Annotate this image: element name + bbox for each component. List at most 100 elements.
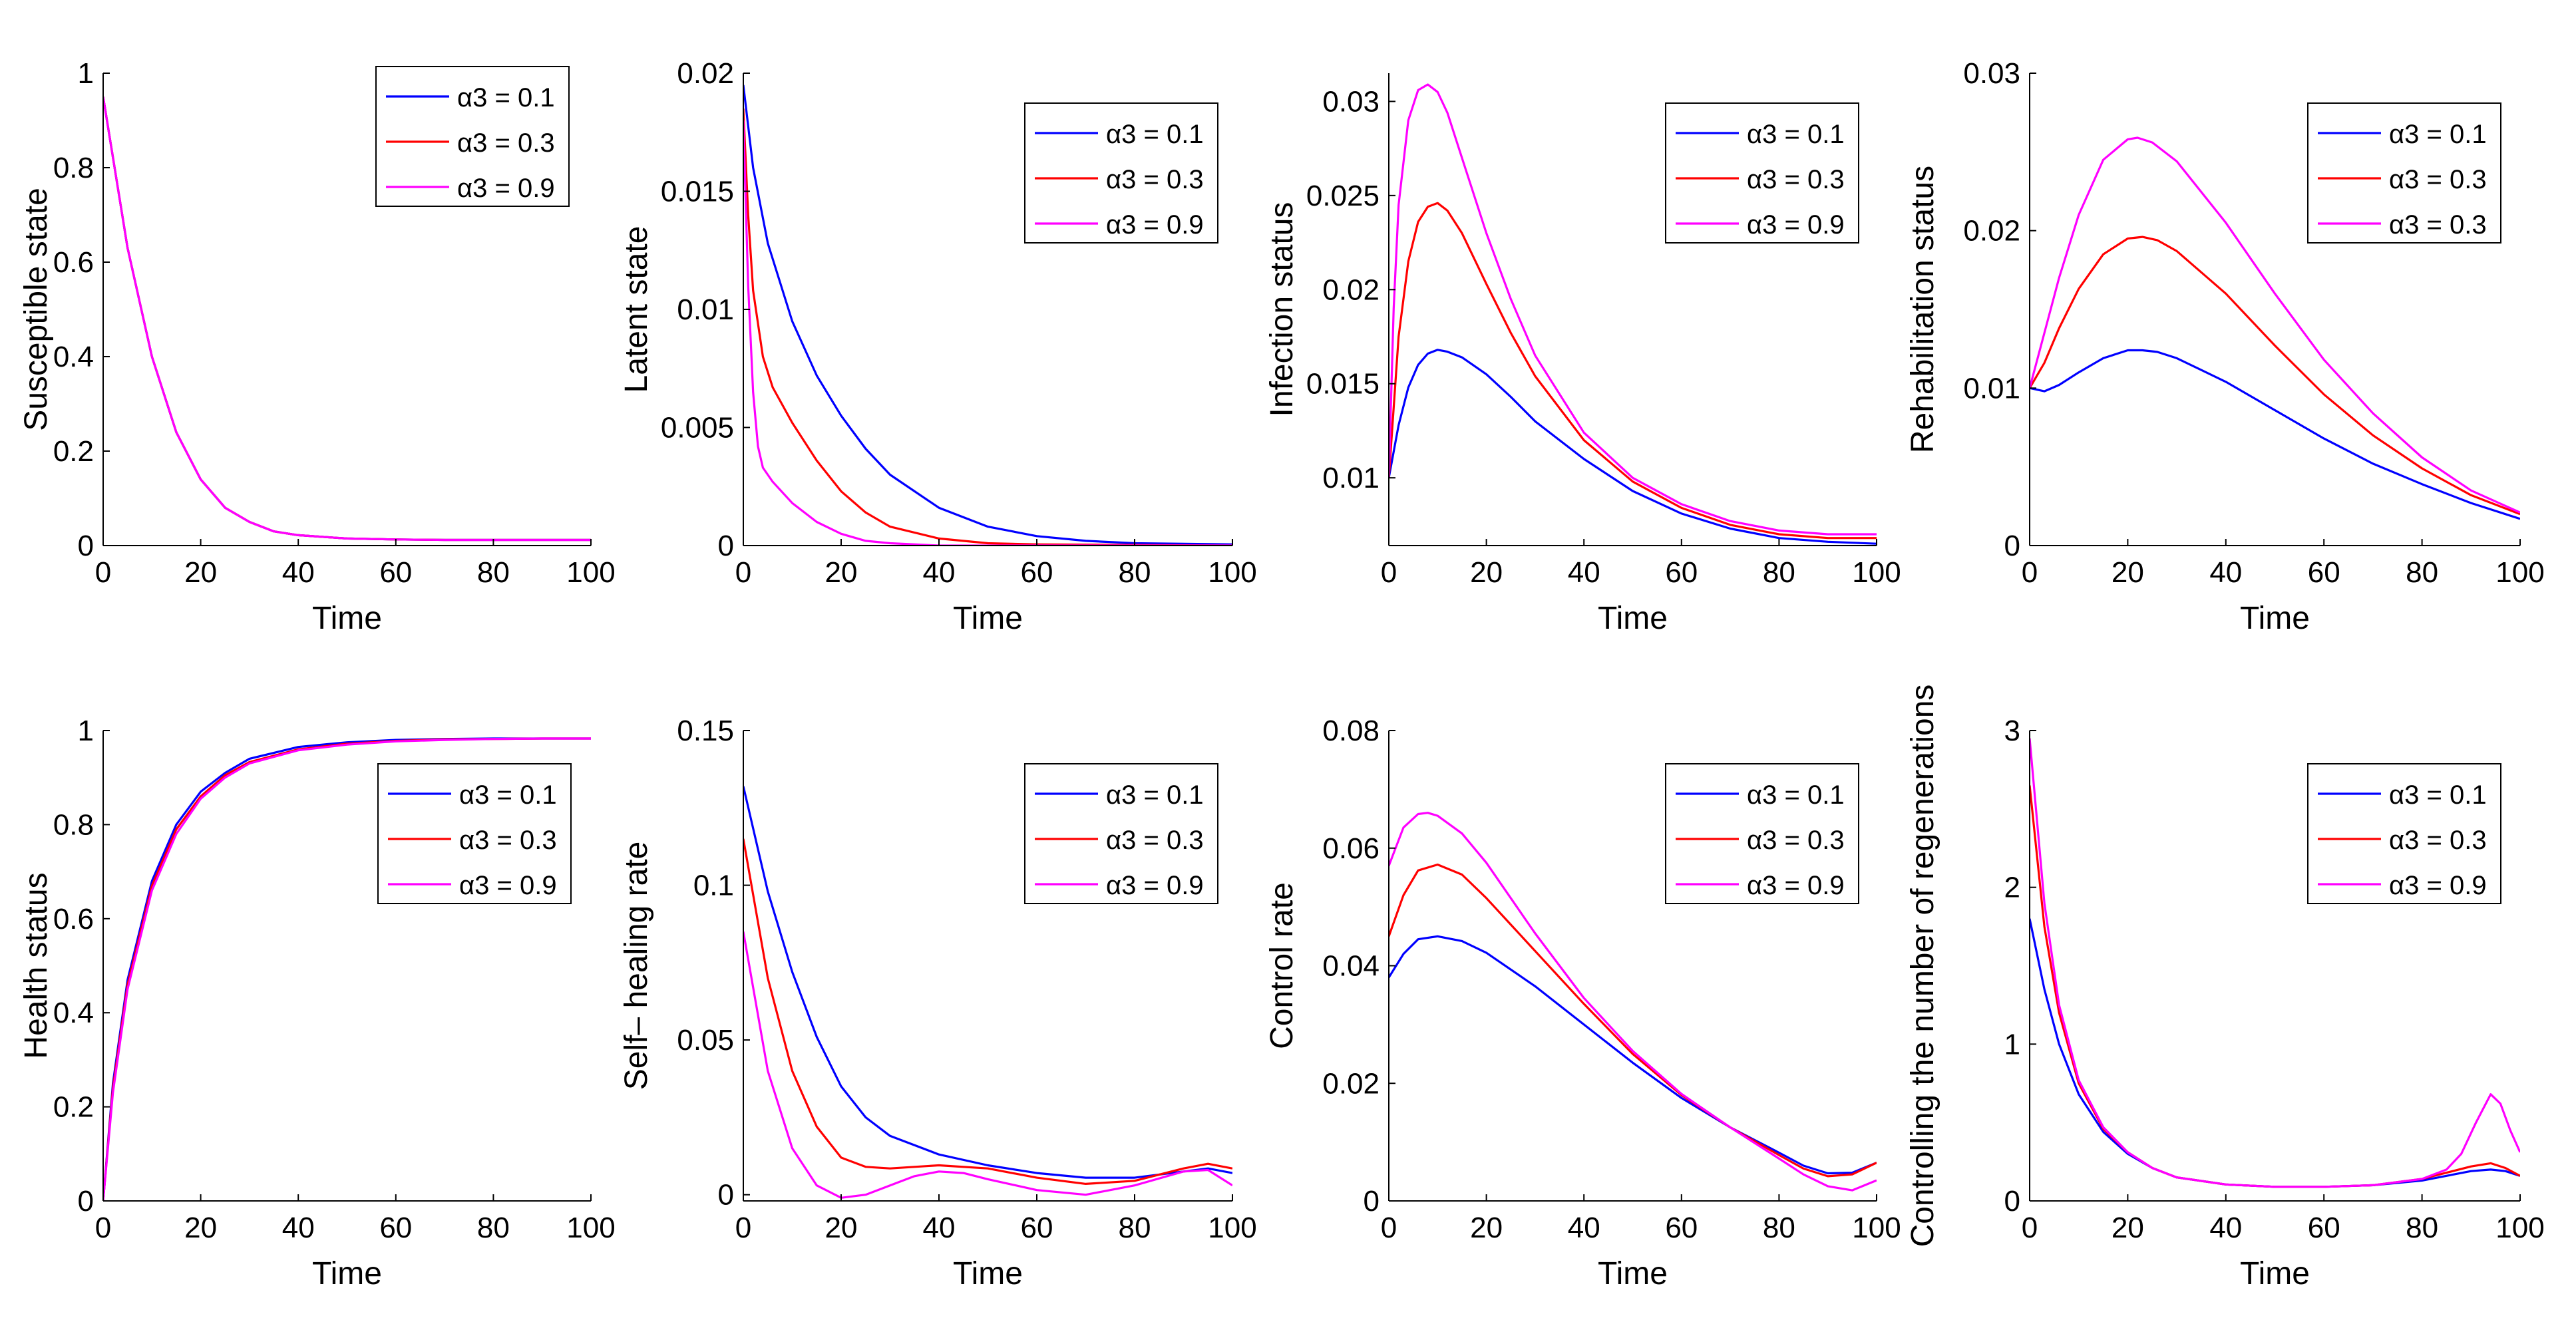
x-tick-label: 80 [2406, 556, 2438, 589]
x-tick-label: 100 [1208, 556, 1256, 589]
legend-label: α3 = 0.3 [1106, 165, 1204, 194]
legend-box [377, 763, 572, 904]
y-tick-label: 0.08 [1322, 715, 1380, 747]
legend: α3 = 0.1 α3 = 0.3 α3 = 0.9 [1665, 102, 1859, 244]
legend-box [1024, 763, 1218, 904]
x-tick-label: 80 [1119, 556, 1151, 589]
series-line-3 [2030, 738, 2520, 1188]
legend: α3 = 0.1 α3 = 0.3 α3 = 0.9 [375, 66, 570, 207]
x-tick-label: 60 [1021, 556, 1053, 589]
x-tick-label: 60 [2308, 1212, 2340, 1244]
y-tick-label: 0.01 [677, 293, 734, 326]
y-tick-label: 0 [718, 1179, 734, 1212]
x-tick-label: 40 [2209, 556, 2242, 589]
y-tick-label: 0.6 [53, 903, 94, 935]
x-axis-label: Time [953, 1256, 1023, 1291]
legend-box [1024, 102, 1218, 244]
legend-label: α3 = 0.1 [1106, 780, 1204, 810]
x-tick-label: 0 [2022, 556, 2038, 589]
y-tick-label: 0.8 [53, 152, 94, 184]
y-axis-label: Susceptible state [19, 188, 54, 431]
y-axis-label: Controlling the number of regenerations [1905, 685, 1940, 1247]
legend-label: α3 = 0.3 [1747, 165, 1845, 194]
y-tick-label: 0.03 [1963, 57, 2020, 90]
chart-panel-4: 0 20 40 60 80 100 0 0.01 0.02 0.03 Time Rehabilitat… [1905, 57, 2545, 636]
x-tick-label: 0 [1381, 556, 1397, 589]
x-tick-label: 20 [825, 556, 858, 589]
y-tick-label: 0.005 [661, 412, 734, 444]
chart-panel-7: 0 20 40 60 80 100 0 0.02 0.04 0.06 0.08 Time Control… [1264, 715, 1901, 1291]
series-line-2 [2030, 236, 2520, 516]
y-tick-label: 0.02 [1322, 273, 1380, 306]
x-tick-label: 80 [2406, 1212, 2438, 1244]
y-tick-label: 0.02 [677, 57, 734, 90]
chart-panel-5: 0 20 40 60 80 100 0 0.2 0.4 0.6 0.8 1 Time Health sta… [19, 715, 616, 1291]
legend: α3 = 0.1 α3 = 0.3 α3 = 0.3 [2307, 102, 2501, 244]
x-tick-label: 60 [379, 1212, 412, 1244]
legend-label: α3 = 0.1 [1106, 120, 1204, 149]
y-axis-label: Health status [19, 872, 54, 1059]
y-tick-label: 1 [78, 57, 94, 90]
x-tick-label: 40 [1568, 1212, 1600, 1244]
x-axis-label: Time [953, 601, 1023, 636]
x-tick-label: 20 [825, 1212, 858, 1244]
series-line-1 [2030, 349, 2520, 520]
x-tick-label: 100 [1208, 1212, 1256, 1244]
legend-label: α3 = 0.3 [1106, 826, 1204, 855]
x-tick-label: 0 [735, 1212, 751, 1244]
y-tick-label: 0.8 [53, 808, 94, 841]
legend-label: α3 = 0.9 [459, 871, 557, 900]
y-tick-label: 0.05 [677, 1024, 734, 1057]
chart-panel-8: 0 20 40 60 80 100 0 1 2 3 Time Controlling the numb… [1905, 685, 2545, 1291]
y-tick-label: 0 [78, 530, 94, 562]
x-tick-label: 60 [1665, 556, 1698, 589]
y-tick-label: 0 [78, 1185, 94, 1218]
x-tick-label: 60 [1021, 1212, 1053, 1244]
series-line-3 [1389, 812, 1877, 1192]
legend-label: α3 = 0.3 [2389, 210, 2487, 240]
y-tick-label: 0 [2004, 1185, 2020, 1218]
chart-panel-2: 0 20 40 60 80 100 0 0.005 0.01 0.015 0.02 Time Laten… [619, 57, 1257, 636]
legend: α3 = 0.1 α3 = 0.3 α3 = 0.9 [1665, 763, 1859, 904]
x-tick-label: 100 [2495, 556, 2544, 589]
y-tick-label: 0.02 [1322, 1067, 1380, 1100]
x-tick-label: 80 [477, 1212, 510, 1244]
y-tick-label: 0.01 [1322, 462, 1380, 494]
x-tick-label: 100 [2495, 1212, 2544, 1244]
y-tick-label: 0.01 [1963, 372, 2020, 405]
y-axis-label: Rehabilitation status [1905, 166, 1940, 453]
series-line-3 [103, 737, 591, 1201]
series-line-1 [1389, 349, 1877, 545]
legend-label: α3 = 0.9 [1106, 210, 1204, 240]
y-tick-label: 0.025 [1306, 180, 1380, 212]
legend-label: α3 = 0.3 [457, 128, 555, 158]
x-tick-label: 80 [477, 556, 510, 589]
legend-label: α3 = 0.3 [459, 826, 557, 855]
y-tick-label: 0.02 [1963, 215, 2020, 248]
legend-label: α3 = 0.3 [1747, 826, 1845, 855]
x-tick-label: 100 [566, 556, 615, 589]
y-tick-label: 0.06 [1322, 832, 1380, 865]
x-tick-label: 60 [1665, 1212, 1698, 1244]
legend-label: α3 = 0.1 [457, 83, 555, 112]
x-tick-label: 100 [1852, 556, 1901, 589]
legend-label: α3 = 0.3 [2389, 826, 2487, 855]
x-tick-label: 20 [2112, 1212, 2144, 1244]
series-line-1 [2030, 918, 2520, 1188]
x-tick-label: 0 [95, 556, 111, 589]
series-line-3 [2030, 136, 2520, 514]
legend-label: α3 = 0.1 [2389, 780, 2487, 810]
y-tick-label: 2 [2004, 872, 2020, 904]
legend: α3 = 0.1 α3 = 0.3 α3 = 0.9 [1024, 763, 1218, 904]
legend-label: α3 = 0.9 [1747, 871, 1845, 900]
x-tick-label: 80 [1763, 1212, 1795, 1244]
y-tick-label: 1 [2004, 1028, 2020, 1061]
x-tick-label: 20 [184, 1212, 217, 1244]
x-tick-label: 20 [184, 556, 217, 589]
y-tick-label: 0.6 [53, 246, 94, 279]
y-tick-label: 0.015 [661, 176, 734, 208]
x-tick-label: 20 [2112, 556, 2144, 589]
x-tick-label: 0 [95, 1212, 111, 1244]
legend-label: α3 = 0.1 [2389, 120, 2487, 149]
